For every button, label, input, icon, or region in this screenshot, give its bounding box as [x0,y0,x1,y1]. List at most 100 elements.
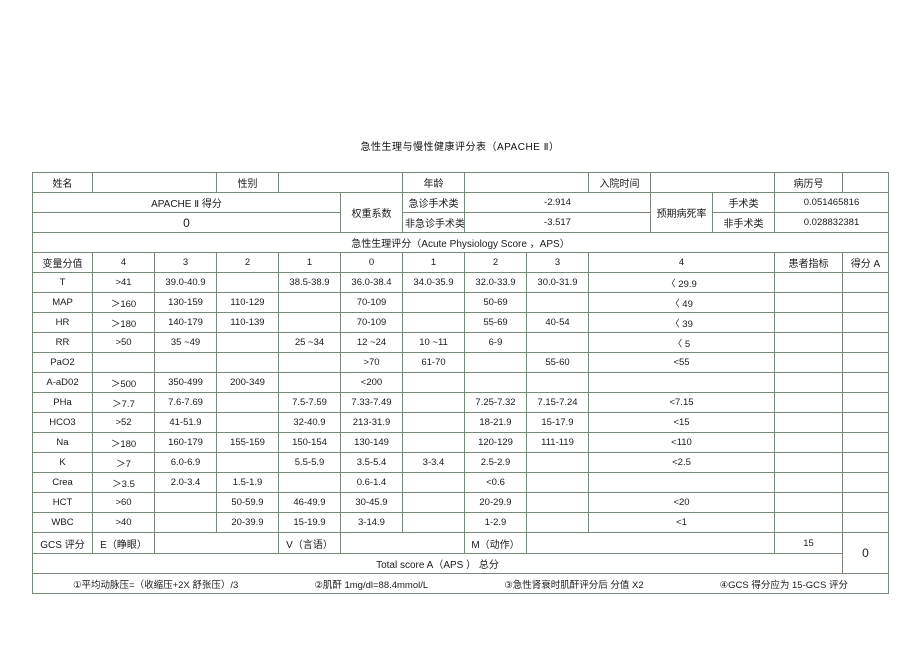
cell-r5-c3 [278,372,341,393]
cell-r1-c7 [526,292,589,313]
value-emergency-surgery: -2.914 [464,192,651,213]
cell-score-r9[interactable] [842,452,889,473]
cell-score-r7[interactable] [842,412,889,433]
cell-r4-c6 [464,352,527,373]
header-score-col-6: 2 [464,252,527,273]
cell-indicator-r1[interactable] [774,292,843,313]
row-variable-label: RR [32,332,93,353]
gcs-motor-label: M（动作） [464,532,527,554]
footnote-3: ③急性肾衰时肌酐评分后 分值 X2 [504,579,644,591]
cell-score-r10[interactable] [842,472,889,493]
cell-indicator-r0[interactable] [774,272,843,293]
cell-r2-c8: 〈 39 [588,312,775,333]
cell-r5-c6 [464,372,527,393]
cell-score-r0[interactable] [842,272,889,293]
patient-header-row: 姓名 性别 年龄 入院时间 病历号 [32,172,889,193]
cell-r6-c0: ＞7.7 [92,392,155,413]
cell-r5-c8 [588,372,775,393]
cell-r3-c6: 6-9 [464,332,527,353]
cell-indicator-r3[interactable] [774,332,843,353]
cell-r10-c6: <0.6 [464,472,527,493]
header-score-col-0: 4 [92,252,155,273]
cell-indicator-r10[interactable] [774,472,843,493]
header-score-col-5: 1 [402,252,465,273]
cell-r7-c1: 41-51.9 [154,412,217,433]
cell-r10-c1: 2.0-3.4 [154,472,217,493]
cell-r1-c8: 〈 49 [588,292,775,313]
cell-r9-c2 [216,452,279,473]
cell-r11-c8: <20 [588,492,775,513]
cell-r3-c4: 12 ~24 [340,332,403,353]
cell-r9-c8: <2.5 [588,452,775,473]
table-row: Na ＞180 160-179 155-159 150-154 130-149 120-12… [32,432,889,453]
cell-indicator-r5[interactable] [774,372,843,393]
apache-score-label-row: APACHE Ⅱ 得分 权重系数 急诊手术类 -2.914 预期病死率 手术类 … [32,192,889,233]
cell-r5-c2: 200-349 [216,372,279,393]
cell-r0-c5: 34.0-35.9 [402,272,465,293]
cell-indicator-r7[interactable] [774,412,843,433]
cell-score-r6[interactable] [842,392,889,413]
cell-r12-c1 [154,512,217,533]
cell-r4-c1 [154,352,217,373]
cell-indicator-r6[interactable] [774,392,843,413]
cell-indicator-r9[interactable] [774,452,843,473]
cell-r8-c2: 155-159 [216,432,279,453]
cell-r1-c6: 50-69 [464,292,527,313]
cell-score-r5[interactable] [842,372,889,393]
field-record-no[interactable] [842,172,889,193]
total-score-row: Total score A（APS ） 总分 0 [32,553,889,574]
cell-r8-c4: 130-149 [340,432,403,453]
cell-r6-c6: 7.25-7.32 [464,392,527,413]
gcs-motor-value[interactable] [526,532,775,554]
cell-score-r2[interactable] [842,312,889,333]
table-row: MAP ＞160 130-159 110-129 70-109 50-69 〈 49 [32,292,889,313]
cell-r0-c6: 32.0-33.9 [464,272,527,293]
cell-r9-c7 [526,452,589,473]
cell-score-r8[interactable] [842,432,889,453]
cell-r1-c3 [278,292,341,313]
cell-r2-c1: 140-179 [154,312,217,333]
cell-score-r3[interactable] [842,332,889,353]
cell-indicator-r4[interactable] [774,352,843,373]
cell-r4-c5: 61-70 [402,352,465,373]
cell-r11-c7 [526,492,589,513]
field-admit-time[interactable] [650,172,775,193]
row-variable-label: A-aD02 [32,372,93,393]
header-score-col-3: 1 [278,252,341,273]
cell-r6-c4: 7.33-7.49 [340,392,403,413]
row-variable-label: PaO2 [32,352,93,373]
label-admit-time: 入院时间 [588,172,651,193]
label-emergency-surgery: 急诊手术类 [402,192,465,213]
header-score-a: 得分 A [842,252,889,273]
cell-r5-c7 [526,372,589,393]
cell-r8-c5 [402,432,465,453]
cell-r0-c4: 36.0-38.4 [340,272,403,293]
header-score-col-8: 4 [588,252,775,273]
cell-r8-c3: 150-154 [278,432,341,453]
gcs-row: GCS 评分 E（睁眼） V（言语） M（动作） 15 0 [32,532,889,574]
gcs-verbal-value[interactable] [340,532,465,554]
cell-indicator-r11[interactable] [774,492,843,513]
cell-indicator-r2[interactable] [774,312,843,333]
cell-score-r1[interactable] [842,292,889,313]
cell-indicator-r12[interactable] [774,512,843,533]
cell-score-r12[interactable] [842,512,889,533]
gcs-eye-value[interactable] [154,532,279,554]
table-row: PHa ＞7.7 7.6-7.69 7.5-7.59 7.33-7.49 7.25-7.3… [32,392,889,413]
cell-r11-c4: 30-45.9 [340,492,403,513]
gcs-indicator: 15 [774,532,843,554]
cell-r11-c1 [154,492,217,513]
cell-r4-c7: 55-60 [526,352,589,373]
label-surgery-type: 手术类 [712,192,775,213]
field-sex[interactable] [278,172,403,193]
field-name[interactable] [92,172,217,193]
cell-indicator-r8[interactable] [774,432,843,453]
cell-score-r4[interactable] [842,352,889,373]
cell-score-r11[interactable] [842,492,889,513]
cell-r2-c0: ＞180 [92,312,155,333]
cell-r1-c1: 130-159 [154,292,217,313]
field-age[interactable] [464,172,589,193]
gcs-score-a: 0 [842,532,889,574]
label-record-no: 病历号 [774,172,843,193]
cell-r9-c4: 3.5-5.4 [340,452,403,473]
